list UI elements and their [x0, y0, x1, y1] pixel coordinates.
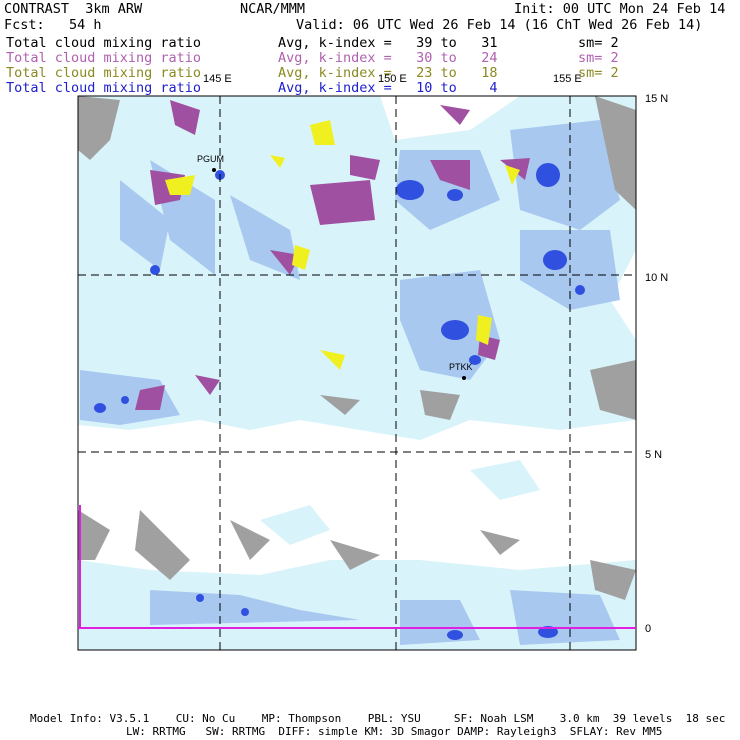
model-info-line-2: LW: RRTMG SW: RRTMG DIFF: simple KM: 3D …: [126, 725, 663, 738]
lon-label-155e: 155 E: [553, 73, 582, 85]
legend-range-3: Avg, k-index = 23 to 18: [278, 65, 498, 81]
model-title: CONTRAST 3km ARW: [4, 1, 143, 17]
lat-label-15n: 15 N: [645, 93, 668, 105]
station-marker-ptkk: [462, 376, 466, 380]
lon-label-145e: 145 E: [203, 73, 232, 85]
legend-sm-1: sm= 2: [578, 35, 619, 51]
lat-label-10n: 10 N: [645, 272, 668, 284]
legend-range-2: Avg, k-index = 30 to 24: [278, 50, 498, 66]
lat-label-5n: 5 N: [645, 449, 662, 461]
map-field: [78, 96, 636, 650]
legend-field-2: Total cloud mixing ratio: [6, 50, 202, 66]
legend-range-1: Avg, k-index = 39 to 31: [278, 35, 498, 51]
map-frame: [77, 95, 637, 651]
legend-field-1: Total cloud mixing ratio: [6, 35, 202, 51]
init-time: Init: 00 UTC Mon 24 Feb 14: [514, 1, 726, 17]
legend-range-4: Avg, k-index = 10 to 4: [278, 80, 498, 96]
model-info-line-1: Model Info: V3.5.1 CU: No Cu MP: Thompso…: [30, 712, 726, 725]
station-label-ptkk: PTKK: [449, 362, 473, 372]
lat-label-0: 0: [645, 623, 651, 635]
legend-sm-3: sm= 2: [578, 65, 619, 81]
lat-lon-grid: [78, 96, 636, 650]
organization: NCAR/MMM: [240, 1, 306, 17]
legend-sm-2: sm= 2: [578, 50, 619, 66]
valid-time: Valid: 06 UTC Wed 26 Feb 14 (16 ChT Wed …: [296, 17, 703, 33]
station-label-pgum: PGUM: [197, 154, 224, 164]
forecast-hour: Fcst: 54 h: [4, 17, 102, 33]
station-marker-pgum: [212, 168, 216, 172]
legend-field-3: Total cloud mixing ratio: [6, 65, 202, 81]
lon-label-150e: 150 E: [378, 73, 407, 85]
legend-field-4: Total cloud mixing ratio: [6, 80, 202, 96]
